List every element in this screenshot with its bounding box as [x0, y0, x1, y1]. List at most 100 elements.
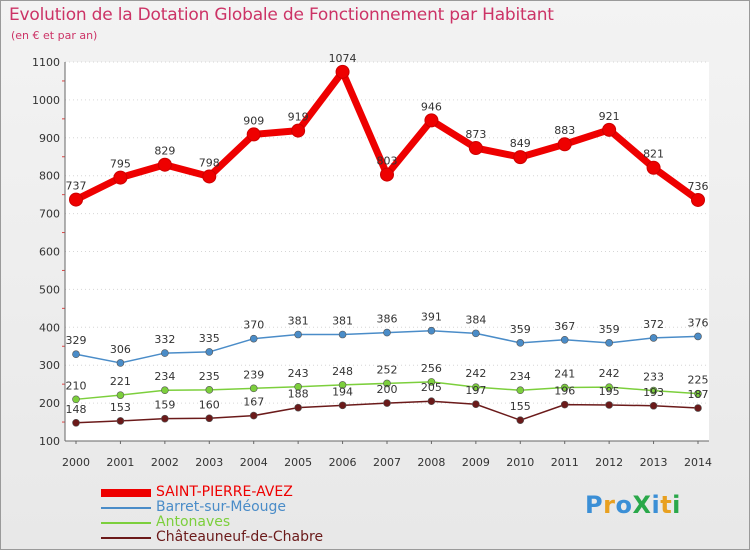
data-label: 1074 — [329, 52, 357, 65]
data-point — [116, 391, 125, 399]
data-point — [516, 416, 525, 424]
data-point — [338, 330, 347, 339]
data-point — [605, 383, 613, 391]
data-label: 167 — [243, 396, 264, 409]
logo-letter: i — [651, 491, 661, 519]
data-label: 241 — [554, 368, 575, 381]
data-point — [516, 339, 525, 347]
data-label: 946 — [421, 100, 442, 113]
x-tick-label: 2008 — [417, 456, 445, 469]
data-point — [513, 150, 528, 165]
data-label: 370 — [243, 319, 264, 332]
legend-swatch — [101, 537, 151, 539]
logo-letter: i — [672, 491, 681, 519]
data-label: 391 — [421, 311, 442, 324]
data-label: 737 — [66, 180, 87, 193]
data-label: 873 — [465, 128, 486, 141]
x-tick-label: 2002 — [151, 456, 179, 469]
data-point — [649, 386, 658, 395]
chart-title: Evolution de la Dotation Globale de Fonc… — [9, 5, 554, 25]
data-point — [69, 192, 83, 207]
data-point — [161, 349, 169, 357]
data-point — [291, 123, 306, 138]
data-point — [294, 403, 302, 412]
data-point — [116, 417, 125, 425]
data-point — [691, 192, 705, 207]
data-point — [113, 170, 128, 185]
data-point — [605, 339, 613, 347]
data-point — [602, 122, 617, 137]
data-point — [72, 419, 80, 427]
data-point — [468, 141, 483, 156]
data-label: 159 — [154, 399, 175, 412]
data-point — [472, 329, 480, 338]
data-point — [338, 381, 347, 389]
data-label: 196 — [554, 385, 575, 398]
data-point — [72, 395, 80, 404]
data-label: 193 — [643, 386, 664, 399]
data-point — [694, 389, 702, 398]
y-tick-label: 600 — [39, 246, 60, 259]
data-label: 332 — [154, 333, 175, 346]
y-tick-label: 200 — [39, 397, 60, 410]
data-label: 235 — [199, 370, 220, 383]
legend-swatch — [101, 522, 151, 524]
data-point — [646, 160, 661, 175]
legend-label: SAINT-PIERRE-AVEZ — [156, 484, 293, 500]
data-point — [472, 400, 480, 409]
data-label: 803 — [377, 155, 398, 168]
data-point — [560, 336, 569, 344]
data-point — [380, 167, 394, 182]
legend-swatch — [101, 489, 151, 497]
y-tick-label: 300 — [39, 359, 60, 372]
x-tick-label: 2007 — [373, 456, 401, 469]
data-point — [249, 384, 258, 393]
data-label: 256 — [421, 362, 442, 375]
data-point — [694, 332, 702, 341]
data-point — [161, 414, 169, 423]
data-point — [249, 411, 258, 420]
data-label: 909 — [243, 114, 264, 127]
data-label: 883 — [554, 124, 575, 137]
data-point — [205, 348, 214, 356]
chart-subtitle: (en € et par an) — [11, 29, 98, 42]
data-label: 242 — [465, 367, 486, 380]
x-tick-label: 2014 — [684, 456, 712, 469]
data-label: 188 — [288, 388, 309, 401]
data-point — [605, 401, 613, 409]
data-label: 919 — [288, 111, 309, 124]
data-label: 736 — [688, 180, 709, 193]
x-tick-label: 2000 — [62, 456, 90, 469]
data-label: 187 — [688, 388, 709, 401]
data-label: 200 — [377, 383, 398, 396]
proxiti-logo: ProXiti — [585, 491, 681, 519]
x-tick-label: 2012 — [595, 456, 623, 469]
logo-letter: t — [660, 491, 673, 519]
data-label: 148 — [66, 403, 87, 416]
data-point — [424, 113, 439, 128]
data-label: 252 — [377, 363, 398, 376]
data-label: 210 — [66, 379, 87, 392]
data-point — [161, 386, 169, 395]
data-label: 829 — [154, 145, 175, 158]
data-label: 195 — [599, 385, 620, 398]
data-label: 798 — [199, 156, 220, 169]
legend-label: Antonaves — [156, 514, 231, 530]
x-tick-label: 2005 — [284, 456, 312, 469]
data-label: 306 — [110, 343, 131, 356]
data-point — [72, 350, 80, 359]
data-point — [427, 326, 436, 335]
data-point — [427, 397, 436, 406]
data-point — [294, 383, 302, 391]
data-label: 795 — [110, 158, 131, 171]
data-point — [383, 399, 391, 407]
data-label: 329 — [66, 334, 87, 347]
data-point — [557, 137, 572, 152]
data-point — [294, 330, 302, 339]
y-tick-label: 800 — [39, 170, 60, 183]
data-point — [246, 127, 261, 142]
data-point — [694, 404, 702, 412]
data-point — [560, 400, 569, 409]
data-label: 359 — [510, 323, 531, 336]
